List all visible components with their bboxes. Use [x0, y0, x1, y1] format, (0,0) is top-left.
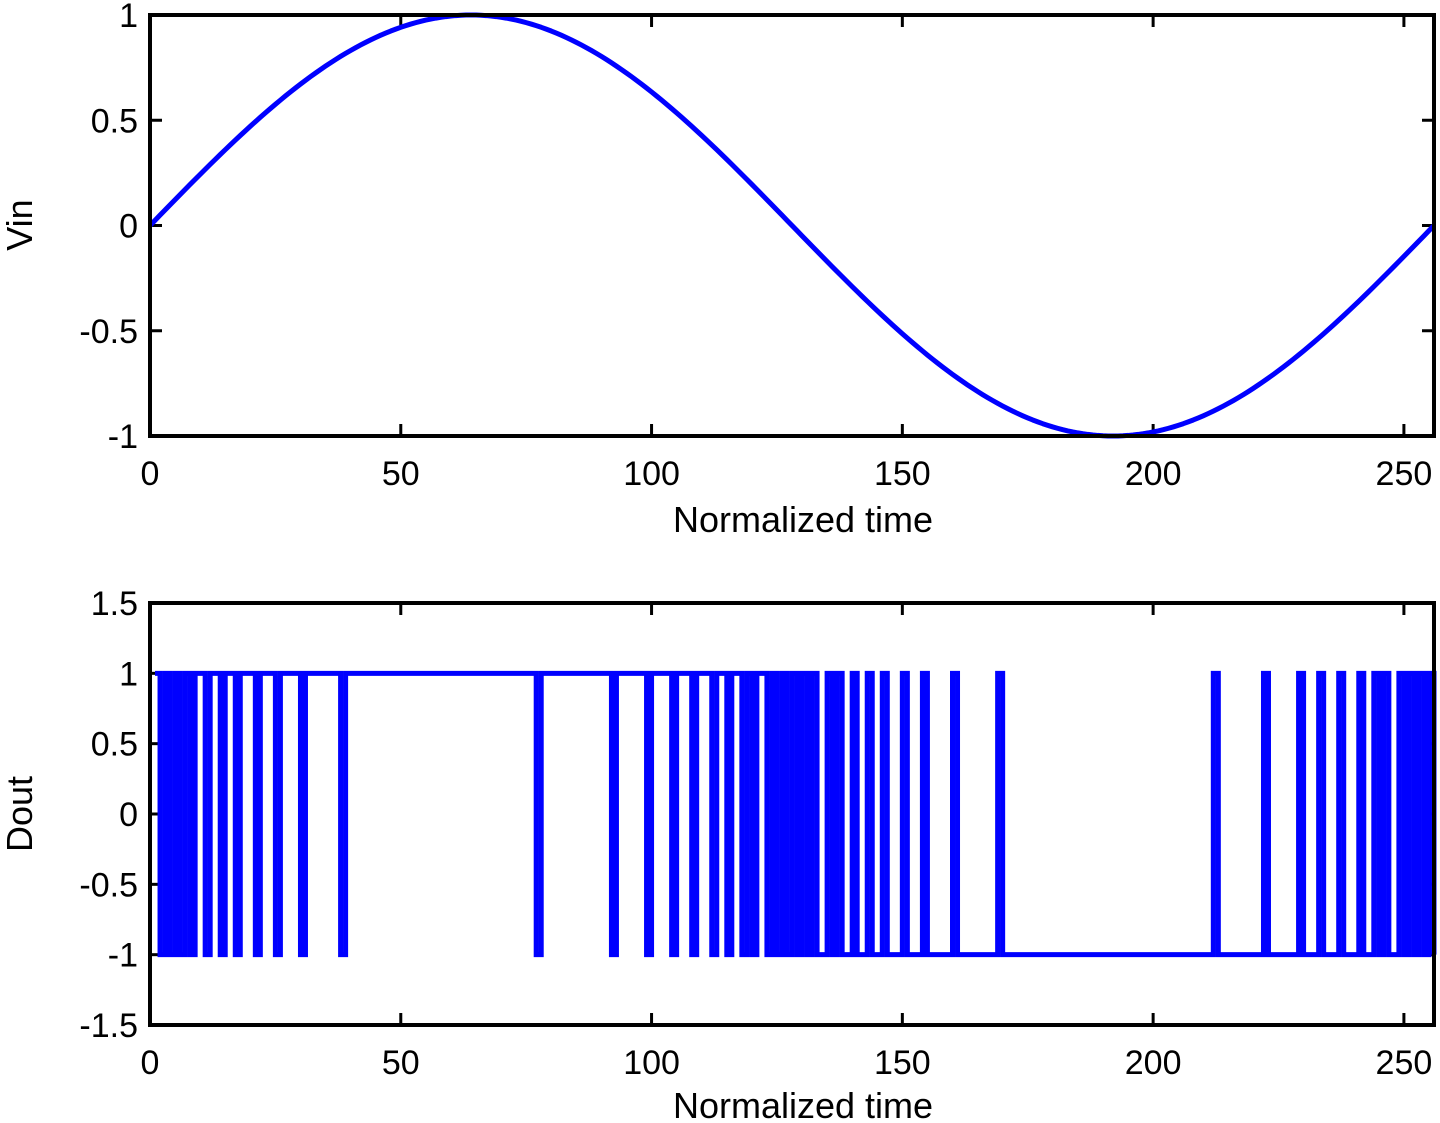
vin-y-tick-label: 1 — [119, 0, 138, 35]
dout-x-tick-label: 0 — [141, 1044, 160, 1082]
vin-x-tick-label: 200 — [1125, 455, 1182, 493]
vin-axes-frame — [148, 13, 1436, 438]
vin-y-tick-label: -1 — [108, 418, 138, 456]
dout-y-tick-label: 0.5 — [91, 726, 138, 764]
dout-y-tick-label: -0.5 — [79, 866, 138, 904]
vin-x-tick-label: 50 — [382, 455, 420, 493]
dout-y-tick-label: 0 — [119, 796, 138, 834]
dout-y-tick-label: 1 — [119, 655, 138, 693]
dout-y-tick-label: -1 — [108, 937, 138, 975]
vin-x-axis-label: Normalized time — [673, 499, 933, 540]
vin-x-tick-label: 100 — [623, 455, 680, 493]
vin-x-tick-label: 250 — [1376, 455, 1433, 493]
dout-y-tick-label: -1.5 — [79, 1007, 138, 1045]
dout-x-tick-label: 150 — [874, 1044, 931, 1082]
vin-y-tick-label: 0.5 — [91, 102, 138, 140]
dout-series-line — [155, 670, 1437, 958]
vin-series-line — [148, 12, 1436, 439]
dout-x-tick-label: 50 — [382, 1044, 420, 1082]
dout-x-tick-label: 100 — [623, 1044, 680, 1082]
dout-y-axis-label: Dout — [0, 776, 40, 852]
dout-x-tick-label: 250 — [1376, 1044, 1433, 1082]
dout-chart: 0 50 100 150 200 250 1.5 1 0.5 0 -0.5 -1 -1.5 Normal… — [0, 585, 1437, 1123]
dout-x-axis-label: Normalized time — [673, 1085, 933, 1123]
dout-y-tick-label: 1.5 — [91, 585, 138, 623]
dout-ticks: 0 50 100 150 200 250 1.5 1 0.5 0 -0.5 -1 -1.5 — [79, 585, 1434, 1082]
vin-x-tick-label: 0 — [141, 455, 160, 493]
dout-axes-frame — [148, 601, 1436, 1027]
vin-y-axis-label: Vin — [0, 199, 40, 250]
vin-y-tick-label: 0 — [119, 208, 138, 246]
dout-x-tick-label: 200 — [1125, 1044, 1182, 1082]
vin-x-tick-label: 150 — [874, 455, 931, 493]
vin-y-tick-label: -0.5 — [79, 313, 138, 351]
vin-chart: 0 50 100 150 200 250 1 0.5 0 -0.5 -1 Normalized ti… — [0, 0, 1436, 540]
